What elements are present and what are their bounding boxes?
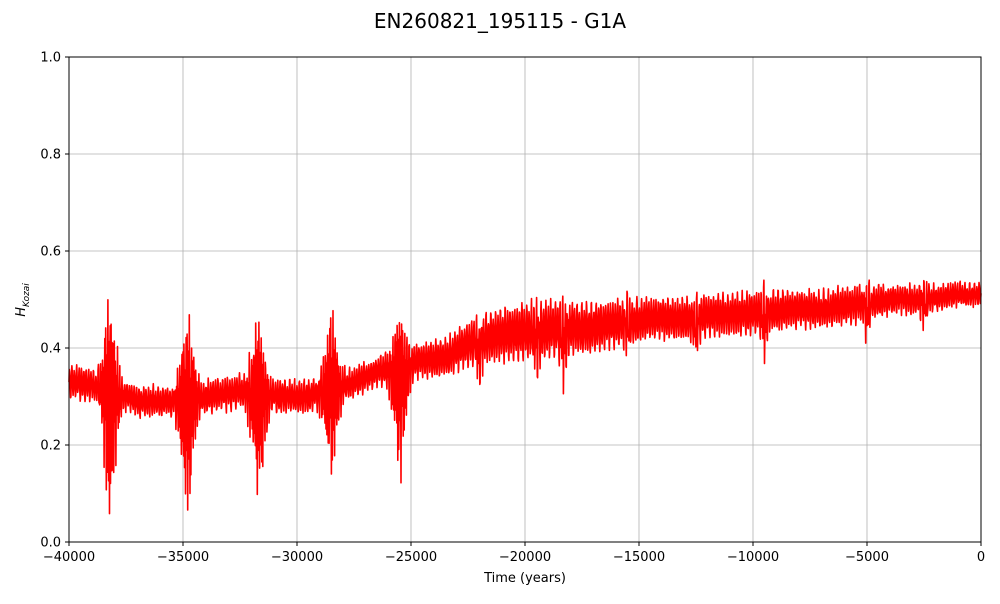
x-axis-ticks: −40000 −35000 −30000 −25000 −20000 −15000 −100… xyxy=(43,542,985,565)
y-axis-ticks: 0.0 0.2 0.4 0.6 0.8 1.0 xyxy=(40,51,69,551)
x-tick-label: −30000 xyxy=(271,550,323,565)
x-tick-label: −5000 xyxy=(845,550,889,565)
svg-text:HKozai: HKozai xyxy=(14,283,32,317)
chart-title: EN260821_195115 - G1A xyxy=(374,9,626,33)
y-tick-label: 0.8 xyxy=(40,148,61,163)
x-tick-label: −25000 xyxy=(385,550,437,565)
data-series-line xyxy=(68,279,982,515)
y-tick-label: 0.4 xyxy=(40,342,61,357)
x-axis-label: Time (years) xyxy=(483,571,566,586)
x-tick-label: −15000 xyxy=(613,550,665,565)
plot-area xyxy=(68,279,982,515)
x-tick-label: −40000 xyxy=(43,550,95,565)
y-tick-label: 0.6 xyxy=(40,245,61,260)
y-axis-label-sub: Kozai xyxy=(22,283,32,307)
x-tick-label: −20000 xyxy=(499,550,551,565)
x-tick-label: −35000 xyxy=(157,550,209,565)
y-tick-label: 0.2 xyxy=(40,439,61,454)
y-tick-label: 1.0 xyxy=(40,51,61,66)
y-axis-label-main: H xyxy=(14,307,29,317)
y-tick-label: 0.0 xyxy=(40,536,61,551)
x-tick-label: −10000 xyxy=(727,550,779,565)
y-axis-label: HKozai xyxy=(14,283,32,317)
x-tick-label: 0 xyxy=(977,550,985,565)
